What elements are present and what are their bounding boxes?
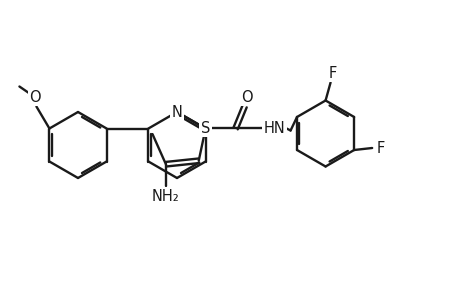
Text: HN: HN	[263, 121, 285, 136]
Text: F: F	[376, 140, 385, 155]
Text: N: N	[171, 104, 182, 119]
Text: O: O	[29, 90, 41, 105]
Text: O: O	[240, 90, 252, 105]
Text: NH₂: NH₂	[151, 189, 179, 204]
Text: F: F	[328, 66, 336, 81]
Text: S: S	[201, 121, 210, 136]
